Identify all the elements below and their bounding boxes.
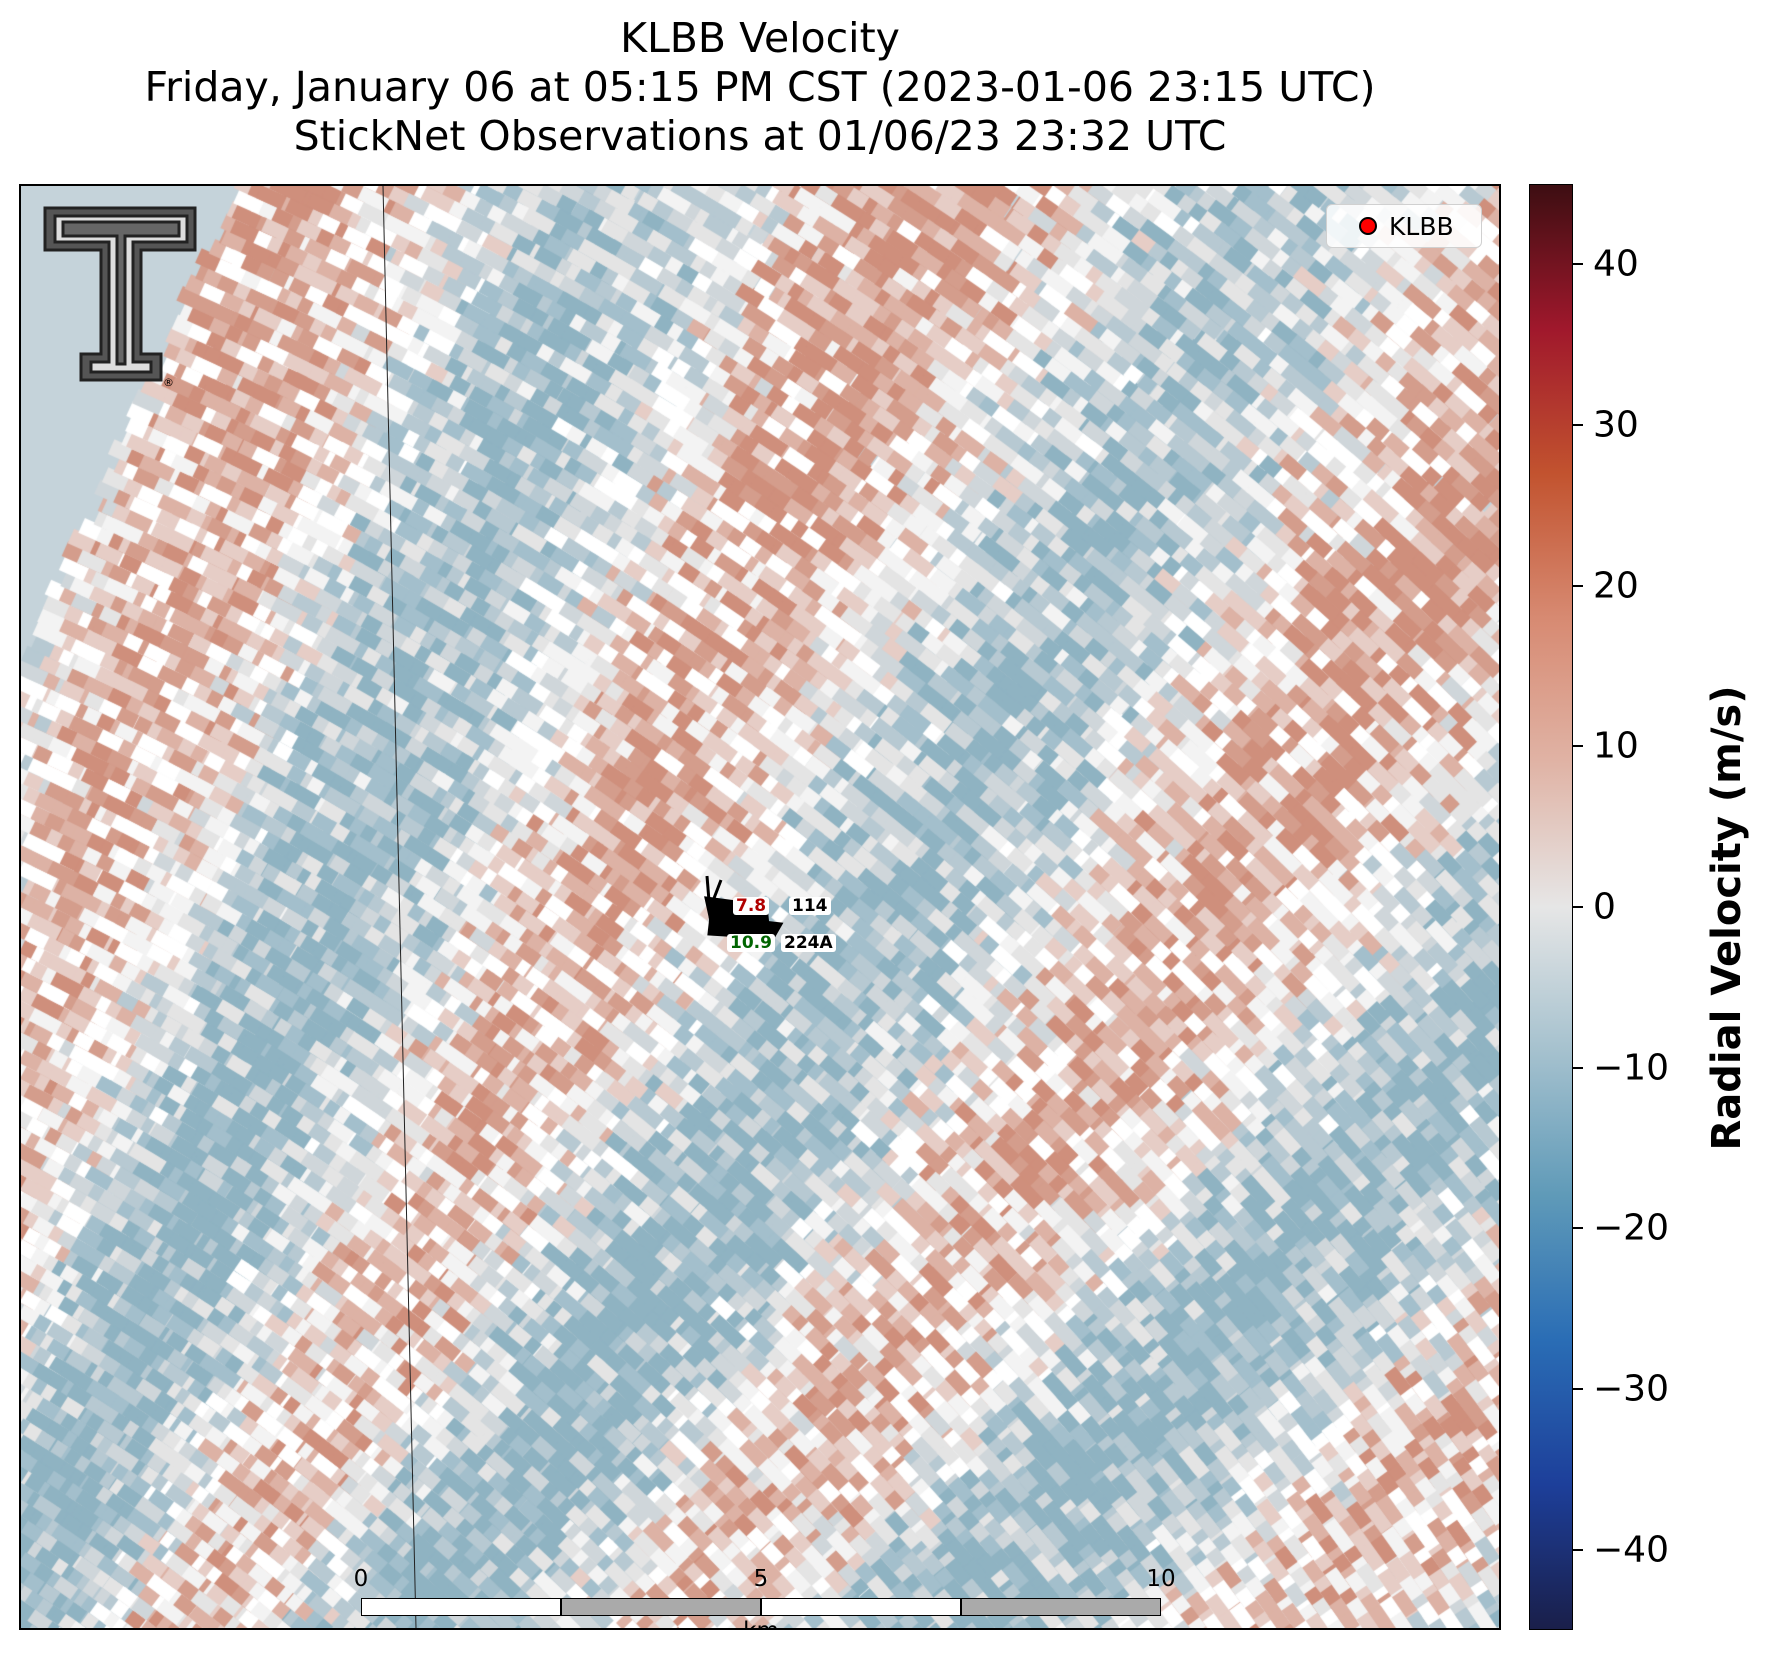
colorbar-title: Radial Velocity (m/s)	[1704, 685, 1750, 1151]
legend-label-klbb: KLBB	[1389, 211, 1454, 241]
scale-tick-0: 0	[353, 1566, 369, 1592]
colorbar-tick-mark	[1573, 1227, 1583, 1230]
title-datetime: Friday, January 06 at 05:15 PM CST (2023…	[144, 63, 1376, 111]
klbb-marker-icon	[1359, 217, 1377, 235]
colorbar-tick-mark	[1573, 263, 1583, 266]
scale-segment-1	[361, 1598, 561, 1616]
velocity-colorbar	[1529, 184, 1573, 1630]
colorbar-tick-label: −30	[1593, 1368, 1669, 1410]
texas-tech-logo-icon: ®	[41, 204, 201, 390]
colorbar-tick-label: 20	[1593, 565, 1639, 607]
sticknet-stations: 7.8 114 10.9 224A	[21, 186, 1499, 1628]
registered-mark: ®	[163, 376, 174, 389]
figure-title: KLBB Velocity Friday, January 06 at 05:1…	[0, 14, 1520, 161]
colorbar-tick-mark	[1573, 1388, 1583, 1390]
scale-segment-4	[961, 1598, 1161, 1616]
colorbar-tick-label: 10	[1593, 725, 1639, 767]
title-observations: StickNet Observations at 01/06/23 23:32 …	[293, 112, 1227, 160]
scale-tick-10: 10	[1146, 1566, 1176, 1592]
colorbar-tick-mark	[1573, 1066, 1583, 1069]
colorbar-tick-label: −10	[1593, 1047, 1669, 1089]
station-dewpoint: 10.9	[727, 934, 775, 952]
colorbar-tick-mark	[1573, 745, 1583, 748]
colorbar-gradient	[1530, 185, 1572, 1629]
station-id-224a: 224A	[781, 934, 836, 952]
scale-bar: 0 5 10 km	[354, 1566, 1176, 1628]
colorbar-tick-label: −20	[1593, 1207, 1669, 1249]
colorbar-tick-mark	[1573, 1548, 1583, 1551]
colorbar-tick-label: −40	[1593, 1529, 1669, 1571]
colorbar-tick-label: 40	[1593, 243, 1639, 285]
station-id-114: 114	[789, 897, 831, 915]
scale-segment-2	[561, 1598, 761, 1616]
scale-segment-3	[761, 1598, 961, 1616]
colorbar-tick-label: 0	[1593, 886, 1616, 928]
colorbar-tick-mark	[1573, 424, 1583, 426]
station-temperature: 7.8	[733, 897, 770, 915]
colorbar-tick-label: 30	[1593, 404, 1639, 446]
scale-tick-5: 5	[753, 1566, 769, 1592]
title-radar: KLBB Velocity	[620, 14, 900, 62]
colorbar-tick-mark	[1573, 906, 1583, 908]
radar-map: ® KLBB 7.8 114 10.9 224A 0 5 10 km	[19, 184, 1501, 1630]
map-legend: KLBB	[1326, 204, 1482, 248]
colorbar-tick-mark	[1573, 584, 1583, 587]
scale-unit-label: km	[743, 1618, 779, 1628]
